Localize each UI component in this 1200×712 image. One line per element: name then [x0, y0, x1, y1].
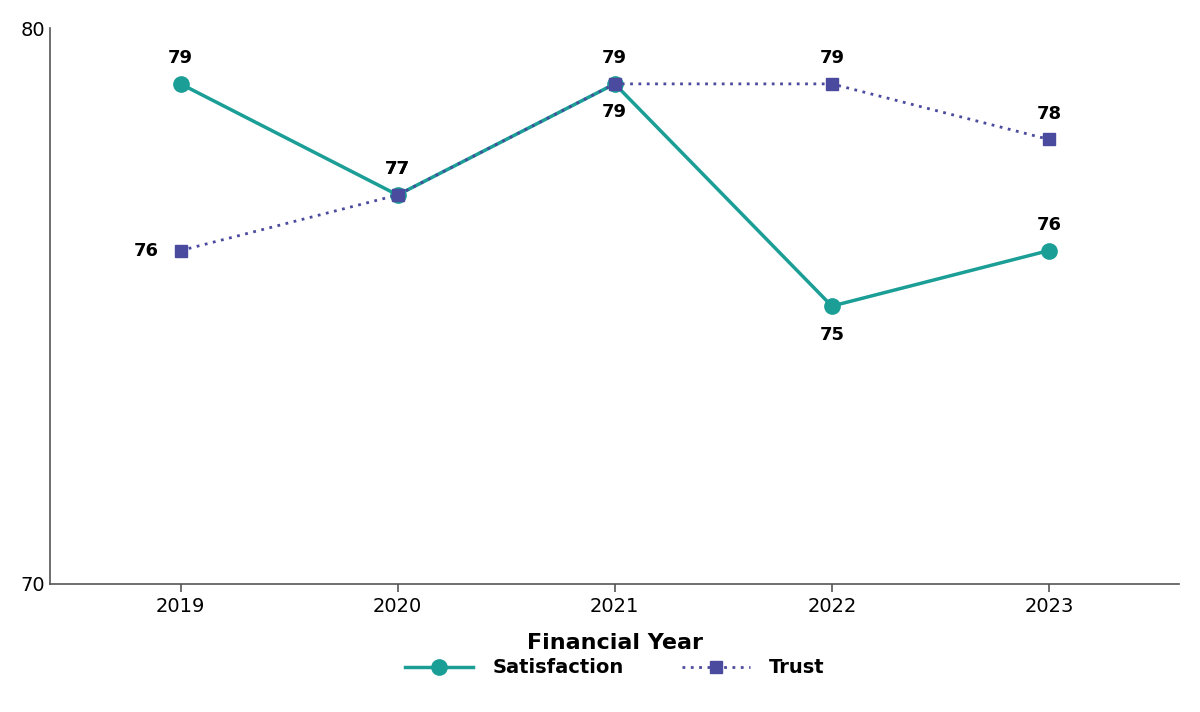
Satisfaction: [607, 80, 622, 88]
Trust: [173, 246, 187, 255]
Text: 76: 76: [1037, 216, 1062, 234]
Trust: [390, 191, 404, 199]
Trust: [824, 80, 839, 88]
Trust: [1042, 135, 1056, 144]
Text: 79: 79: [820, 49, 845, 67]
Trust: [607, 80, 622, 88]
Satisfaction: [824, 302, 839, 310]
Text: 78: 78: [1037, 105, 1062, 122]
X-axis label: Financial Year: Financial Year: [527, 633, 703, 653]
Line: Trust: Trust: [174, 78, 1055, 257]
Text: 79: 79: [602, 103, 628, 121]
Line: Satisfaction: Satisfaction: [173, 76, 1056, 314]
Text: 76: 76: [134, 241, 158, 260]
Text: 77: 77: [385, 160, 410, 178]
Text: 77: 77: [385, 160, 410, 178]
Satisfaction: [390, 191, 404, 199]
Satisfaction: [1042, 246, 1056, 255]
Text: 79: 79: [168, 49, 193, 67]
Text: 79: 79: [602, 49, 628, 67]
Satisfaction: [173, 80, 187, 88]
Text: 75: 75: [820, 325, 845, 343]
Legend: Satisfaction, Trust: Satisfaction, Trust: [397, 651, 833, 685]
